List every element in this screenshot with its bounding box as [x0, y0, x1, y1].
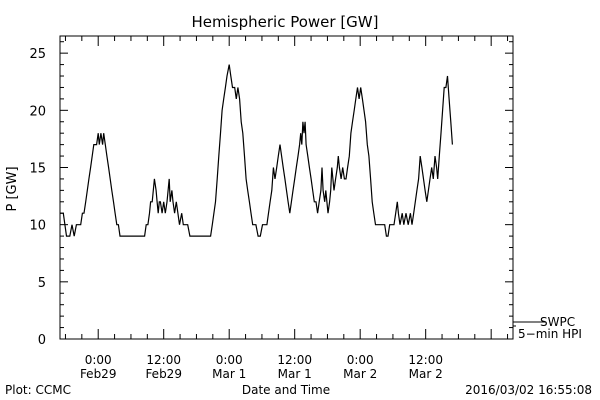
chart-title: Hemispheric Power [GW] [192, 13, 379, 31]
x-tick-time-label: 12:00 [146, 353, 181, 367]
x-tick-date-label: Feb29 [145, 367, 182, 381]
y-tick-label: 5 [38, 276, 46, 291]
footer-timestamp: 2016/03/02 16:55:08 [465, 383, 592, 397]
x-tick-time-label: 0:00 [347, 353, 374, 367]
footer-plot-credit: Plot: CCMC [5, 383, 71, 397]
series-line-hpi [60, 64, 453, 237]
x-tick-time-label: 0:00 [85, 353, 112, 367]
x-tick-time-label: 12:00 [277, 353, 312, 367]
legend-label-hpi: 5−min HPI [518, 327, 582, 341]
legend: SWPC 5−min HPI [513, 315, 582, 341]
x-tick-date-label: Mar 1 [278, 367, 312, 381]
y-tick-label: 10 [29, 219, 46, 234]
series-group [60, 64, 453, 237]
x-axis-label: Date and Time [242, 383, 330, 397]
x-tick-date-label: Mar 2 [343, 367, 377, 381]
legend-label-swpc: SWPC [540, 315, 575, 329]
plot-frame [59, 35, 514, 340]
y-axis: 0 5 10 15 20 25 [29, 41, 513, 348]
y-tick-label: 0 [38, 333, 46, 348]
x-tick-date-label: Mar 1 [212, 367, 246, 381]
x-tick-time-label: 12:00 [408, 353, 443, 367]
y-tick-label: 15 [29, 161, 46, 176]
y-axis-label: P [GW] [5, 166, 20, 211]
y-tick-label: 20 [29, 104, 46, 119]
x-tick-date-label: Mar 2 [409, 367, 443, 381]
x-tick-time-label: 0:00 [216, 353, 243, 367]
y-tick-label: 25 [29, 47, 46, 62]
x-tick-date-label: Feb29 [80, 367, 117, 381]
plot-area [59, 35, 514, 340]
